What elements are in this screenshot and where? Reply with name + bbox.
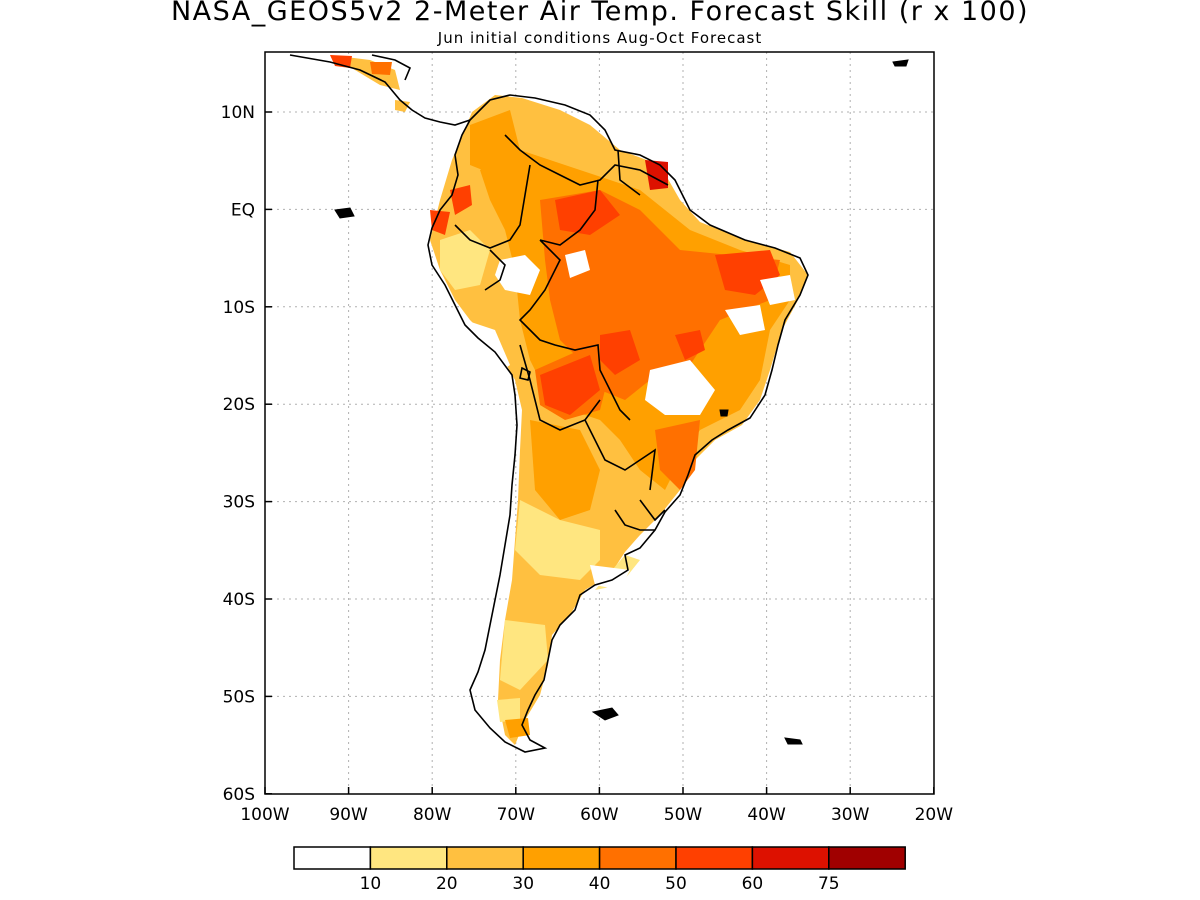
lon-tick-label: 50W: [664, 805, 703, 825]
coastlines: [289, 54, 809, 753]
shading-white: [760, 275, 795, 305]
lon-tick-label: 20W: [915, 805, 954, 825]
lat-tick-label: 10S: [223, 298, 255, 318]
colorbar-swatch: [675, 846, 754, 870]
figure-subtitle: Jun initial conditions Aug-Oct Forecast: [437, 29, 763, 47]
colorbar-tick-label: 50: [665, 874, 687, 894]
islands: [334, 59, 909, 745]
national-borders: [454, 134, 669, 531]
shading-white: [645, 360, 715, 415]
shading-south-tip: [497, 698, 520, 722]
colorbar-swatch: [751, 846, 830, 870]
shading-red: [540, 355, 600, 415]
lat-tick-label: 40S: [223, 590, 255, 610]
colorbar-tick-label: 75: [818, 874, 840, 894]
shading-yellow: [515, 500, 600, 580]
colorbar-swatch: [828, 846, 906, 870]
colorbar-tick-label: 60: [742, 874, 764, 894]
atlantic-island: [719, 409, 729, 417]
colorbar-tick-label: 30: [512, 874, 534, 894]
shading-white: [495, 255, 540, 295]
central-america-coastline: [289, 54, 471, 126]
lon-tick-label: 90W: [329, 805, 368, 825]
lat-tick-label: 50S: [223, 687, 255, 707]
skill-field: [330, 55, 808, 745]
colorbar-tick-label: 10: [360, 874, 382, 894]
shading-orange: [470, 110, 520, 175]
lat-tick-label: 30S: [223, 493, 255, 513]
shading-yellow: [440, 230, 490, 290]
shading-white: [725, 305, 765, 335]
lon-tick-label: 30W: [831, 805, 870, 825]
lat-tick-label: 20S: [223, 395, 255, 415]
shading-yellow: [500, 620, 548, 690]
longitude-axis: 100W 90W 80W 70W 60W 50W 40W 30W 20W: [240, 787, 953, 825]
lon-tick-label: 100W: [240, 805, 289, 825]
lat-tick-label: EQ: [231, 200, 255, 220]
colorbar-tick-label: 40: [589, 874, 611, 894]
lon-tick-label: 40W: [747, 805, 786, 825]
falkland-islands: [591, 707, 619, 721]
lon-tick-label: 80W: [413, 805, 452, 825]
lat-tick-label: 10N: [221, 103, 255, 123]
shading-south-tip: [505, 718, 530, 738]
shading-red: [555, 190, 620, 235]
colorbar-swatch: [293, 846, 372, 870]
colorbar-swatch: [446, 846, 524, 870]
shading-red: [600, 330, 640, 375]
galapagos-islands: [334, 207, 355, 219]
lat-tick-label: 60S: [223, 785, 255, 805]
shading-central-america: [370, 62, 392, 75]
figure-title: NASA_GEOS5v2 2-Meter Air Temp. Forecast …: [170, 0, 1030, 27]
shading-red: [430, 210, 450, 235]
colorbar: 10 20 30 40 50 60 75: [293, 846, 906, 894]
caribbean-islands: [892, 59, 909, 67]
shading-white: [465, 320, 510, 375]
shading-white: [565, 250, 590, 278]
shading-central-america: [395, 100, 410, 112]
colorbar-swatch: [598, 846, 677, 870]
colorbar-tick-label: 20: [436, 874, 458, 894]
south-america-coastline: [427, 94, 809, 753]
shading-central-america: [330, 55, 352, 68]
lon-tick-label: 70W: [497, 805, 536, 825]
latitude-axis: 10N EQ 10S 20S 30S 40S 50S 60S: [221, 103, 272, 805]
south-georgia-island: [784, 737, 803, 745]
caribbean-coastline: [371, 54, 412, 81]
lon-tick-label: 60W: [580, 805, 619, 825]
lake-outline: [519, 366, 531, 381]
colorbar-swatch: [522, 846, 601, 870]
colorbar-swatch: [369, 846, 448, 870]
shading-orange: [530, 420, 600, 520]
shading-red: [450, 185, 472, 215]
shading-red: [675, 330, 705, 360]
